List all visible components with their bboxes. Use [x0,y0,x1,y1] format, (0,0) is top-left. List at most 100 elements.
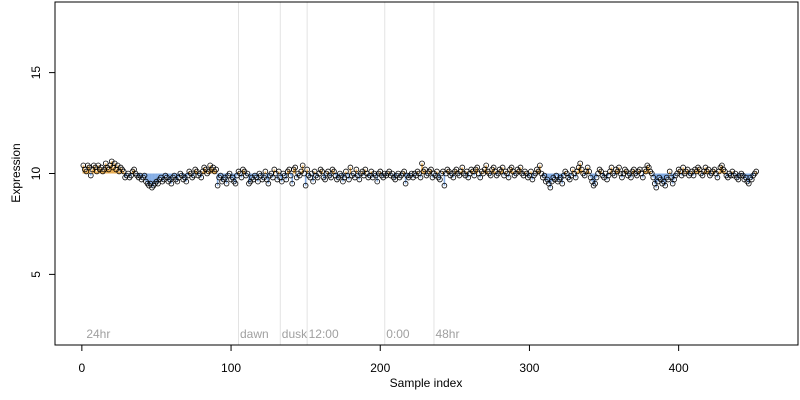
x-axis: 0 100 200 300 400 [79,344,689,375]
data-point [310,178,316,185]
data-point [419,160,425,167]
data-point [537,162,543,169]
data-point [528,168,534,175]
data-point [213,166,219,173]
data-point [401,168,407,175]
data-point [477,174,484,181]
data-point [499,164,506,171]
data-point [662,182,669,189]
data-point [666,168,673,175]
data-point [417,174,424,181]
data-point [572,174,579,181]
data-point [586,168,592,175]
data-point [483,162,489,169]
data-point [353,166,360,173]
data-point [319,168,325,175]
data-point [198,174,205,181]
x-tick-label: 300 [519,361,539,375]
data-point [299,162,306,169]
data-point [428,166,434,173]
data-point [292,164,299,171]
x-tick-label: 400 [669,361,689,375]
x-tick-label: 100 [221,361,241,375]
y-tick-label: 15 [29,66,43,80]
data-point [690,172,697,179]
data-point [120,168,127,175]
y-tick-label: 10 [29,167,43,181]
data-point [628,174,634,181]
data-point [640,174,646,181]
data-point [474,164,481,171]
data-point [553,172,560,179]
data-point [753,168,760,175]
data-point [183,178,190,185]
annotation-label: 48hr [435,327,459,341]
data-point [487,172,494,179]
data-point [347,164,354,171]
data-point [745,180,752,187]
x-axis-title: Sample index [390,376,463,390]
data-point [459,164,466,171]
data-point [437,176,443,183]
data-point [141,172,148,179]
data-point [422,166,428,173]
data-point [275,168,282,175]
y-tick-label: 5 [29,271,43,278]
data-point [650,174,657,181]
x-tick-label: 0 [79,361,86,375]
data-point [88,172,94,179]
data-point [517,164,524,171]
data-point [265,180,272,187]
data-point [238,174,245,181]
data-point [304,166,310,173]
data-point [255,178,261,185]
data-point [302,182,309,189]
data-point [270,174,276,181]
annotation-label: dusk [282,327,308,341]
data-point [450,174,457,181]
y-axis: 5 10 15 [29,66,56,278]
annotation-label: dawn [240,327,269,341]
data-point [608,164,615,171]
annotation-label: 12:00 [309,327,339,341]
data-point [283,176,290,183]
data-point [328,174,334,181]
data-point [374,178,381,185]
data-point [471,172,478,179]
data-point [83,168,90,175]
data-point [541,172,548,179]
data-point [232,180,239,187]
data-point [223,180,230,187]
data-point [322,176,328,183]
data-point [356,176,363,183]
data-point [217,172,224,179]
data-point [244,170,251,177]
data-point [592,180,598,187]
data-point [346,176,352,183]
data-points [80,158,760,191]
data-point [611,172,618,179]
y-axis-title: Expression [9,143,23,202]
data-point [547,184,554,191]
data-point [262,168,269,175]
data-point [402,180,409,187]
data-point [214,182,221,189]
data-point [684,166,691,173]
data-point [278,178,285,185]
annotation-label: 0:00 [386,327,410,341]
data-point [577,160,583,167]
data-point [559,180,566,187]
data-point [168,180,175,187]
data-point [441,182,448,189]
data-point [287,172,294,179]
data-point [616,164,622,171]
x-tick-label: 200 [370,361,390,375]
data-point [289,180,296,187]
data-point [505,174,512,181]
data-point [714,174,721,181]
annotation-labels: 24hr dawn dusk 12:00 0:00 48hr [86,327,459,341]
annotation-label: 24hr [86,327,110,341]
data-point [226,170,233,177]
data-point [301,170,307,177]
